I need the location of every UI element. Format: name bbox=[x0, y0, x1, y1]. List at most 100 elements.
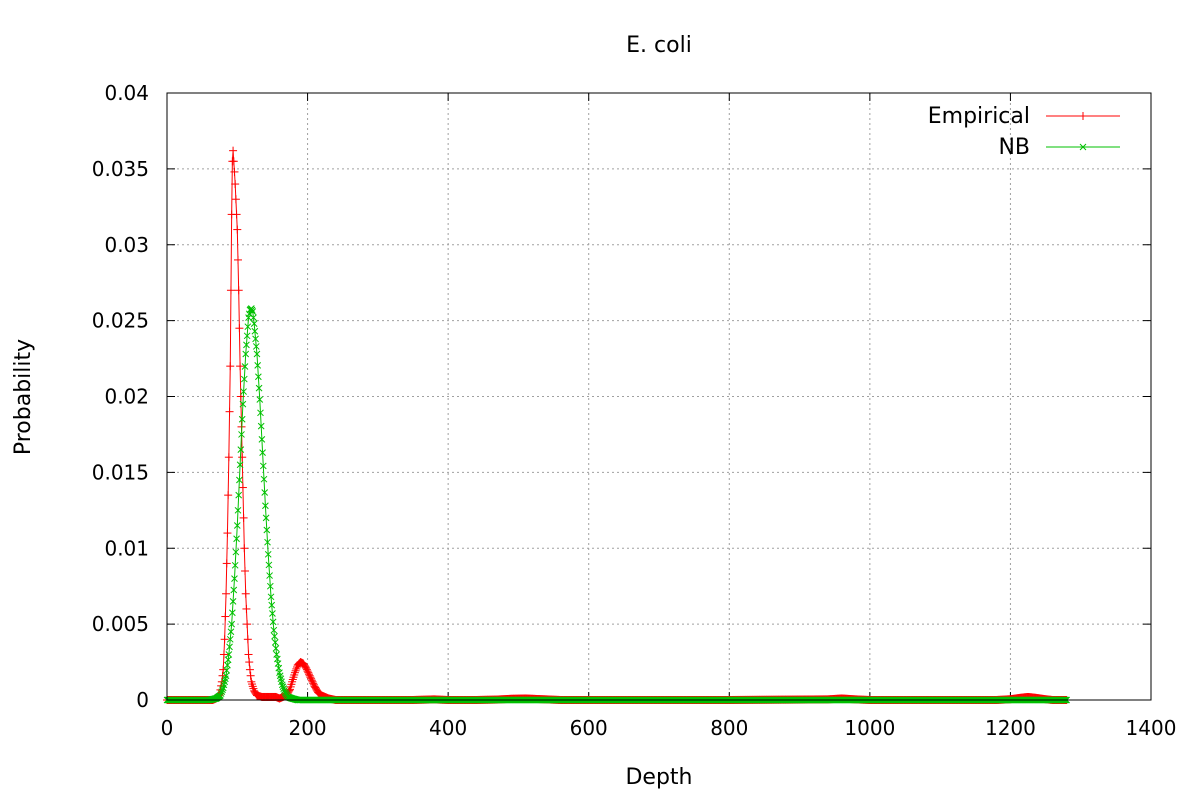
y-tick-label: 0.02 bbox=[104, 385, 149, 409]
data-point bbox=[232, 548, 240, 556]
data-point bbox=[248, 682, 257, 691]
data-point bbox=[252, 335, 259, 343]
data-point bbox=[288, 675, 297, 684]
data-point bbox=[243, 341, 250, 349]
data-point bbox=[239, 513, 248, 522]
data-point bbox=[229, 146, 238, 155]
data-point bbox=[241, 567, 250, 576]
data-point bbox=[243, 620, 252, 629]
data-point bbox=[240, 544, 249, 553]
data-point bbox=[240, 388, 247, 395]
legend: Empirical NB bbox=[928, 104, 1120, 160]
data-point bbox=[222, 672, 230, 680]
data-point bbox=[238, 415, 246, 423]
x-tick-label: 0 bbox=[161, 716, 174, 740]
data-point bbox=[231, 180, 240, 189]
data-point bbox=[224, 656, 232, 664]
legend-marker bbox=[1079, 143, 1087, 151]
data-point bbox=[236, 362, 245, 371]
data-point bbox=[264, 550, 272, 558]
data-point bbox=[241, 589, 250, 598]
y-tick-label: 0 bbox=[136, 688, 149, 712]
data-point bbox=[231, 195, 240, 204]
data-point bbox=[230, 167, 239, 176]
data-point bbox=[222, 559, 231, 568]
data-point bbox=[268, 601, 276, 609]
data-point bbox=[279, 683, 287, 691]
data-point bbox=[271, 632, 278, 640]
data-point bbox=[292, 664, 301, 673]
data-point bbox=[249, 308, 257, 315]
data-point bbox=[226, 643, 233, 651]
data-point bbox=[261, 489, 269, 496]
data-point bbox=[235, 491, 243, 499]
data-point bbox=[269, 618, 277, 626]
series-markers bbox=[163, 146, 1071, 704]
legend-label-empirical: Empirical bbox=[928, 104, 1030, 129]
data-point bbox=[269, 610, 276, 617]
data-point bbox=[236, 461, 244, 469]
x-tick-label: 1000 bbox=[844, 716, 895, 740]
data-point bbox=[225, 651, 233, 658]
data-point bbox=[227, 628, 235, 636]
legend-sample-empirical bbox=[1046, 112, 1120, 120]
data-point bbox=[218, 688, 226, 696]
data-point bbox=[278, 681, 286, 689]
x-tick-label: 800 bbox=[710, 716, 748, 740]
data-point bbox=[264, 538, 271, 546]
data-point bbox=[244, 650, 253, 659]
data-point bbox=[235, 324, 244, 333]
tick-labels: 0 200 400 600 800 1000 1200 1400 0 0.005 0.01 0.015… bbox=[92, 81, 1177, 740]
x-tick-label: 1400 bbox=[1126, 716, 1177, 740]
x-tick-label: 200 bbox=[288, 716, 326, 740]
data-point bbox=[224, 491, 233, 500]
x-axis-label: Depth bbox=[625, 765, 692, 790]
x-tick-label: 400 bbox=[429, 716, 467, 740]
series-layer bbox=[163, 146, 1071, 704]
data-point bbox=[257, 409, 264, 417]
y-tick-label: 0.04 bbox=[104, 81, 149, 105]
data-point bbox=[238, 453, 247, 462]
data-point bbox=[226, 362, 235, 371]
y-tick-label: 0.015 bbox=[92, 460, 149, 484]
data-point bbox=[233, 225, 242, 234]
series-markers bbox=[163, 305, 1071, 704]
data-point bbox=[234, 286, 243, 295]
data-point bbox=[244, 323, 252, 331]
data-point bbox=[253, 350, 261, 358]
series-nb bbox=[163, 305, 1071, 704]
data-point bbox=[228, 620, 236, 628]
data-point bbox=[243, 635, 252, 644]
data-point bbox=[256, 396, 264, 403]
data-point bbox=[238, 431, 245, 438]
data-point bbox=[226, 286, 235, 295]
plot-frame bbox=[166, 92, 1152, 701]
y-tick-label: 0.025 bbox=[92, 309, 149, 333]
data-point bbox=[266, 582, 274, 590]
chart-title: E. coli bbox=[626, 33, 692, 58]
data-point bbox=[233, 255, 242, 264]
data-point bbox=[259, 449, 266, 457]
data-point bbox=[270, 626, 278, 634]
data-point bbox=[291, 666, 300, 675]
data-point bbox=[250, 320, 258, 328]
data-point bbox=[255, 373, 262, 381]
data-point bbox=[245, 665, 254, 674]
data-point bbox=[221, 612, 230, 621]
data-point bbox=[229, 598, 237, 605]
data-point bbox=[217, 690, 225, 697]
data-point bbox=[272, 645, 280, 652]
data-point bbox=[231, 561, 239, 569]
data-point bbox=[247, 677, 256, 686]
data-point bbox=[262, 514, 270, 522]
data-point bbox=[223, 529, 232, 538]
data-point bbox=[239, 400, 247, 408]
data-point bbox=[242, 350, 250, 358]
data-point bbox=[224, 453, 233, 462]
data-point bbox=[267, 593, 275, 601]
data-point bbox=[248, 306, 256, 314]
data-point bbox=[219, 686, 226, 694]
data-point bbox=[280, 685, 288, 692]
data-point bbox=[250, 314, 257, 321]
